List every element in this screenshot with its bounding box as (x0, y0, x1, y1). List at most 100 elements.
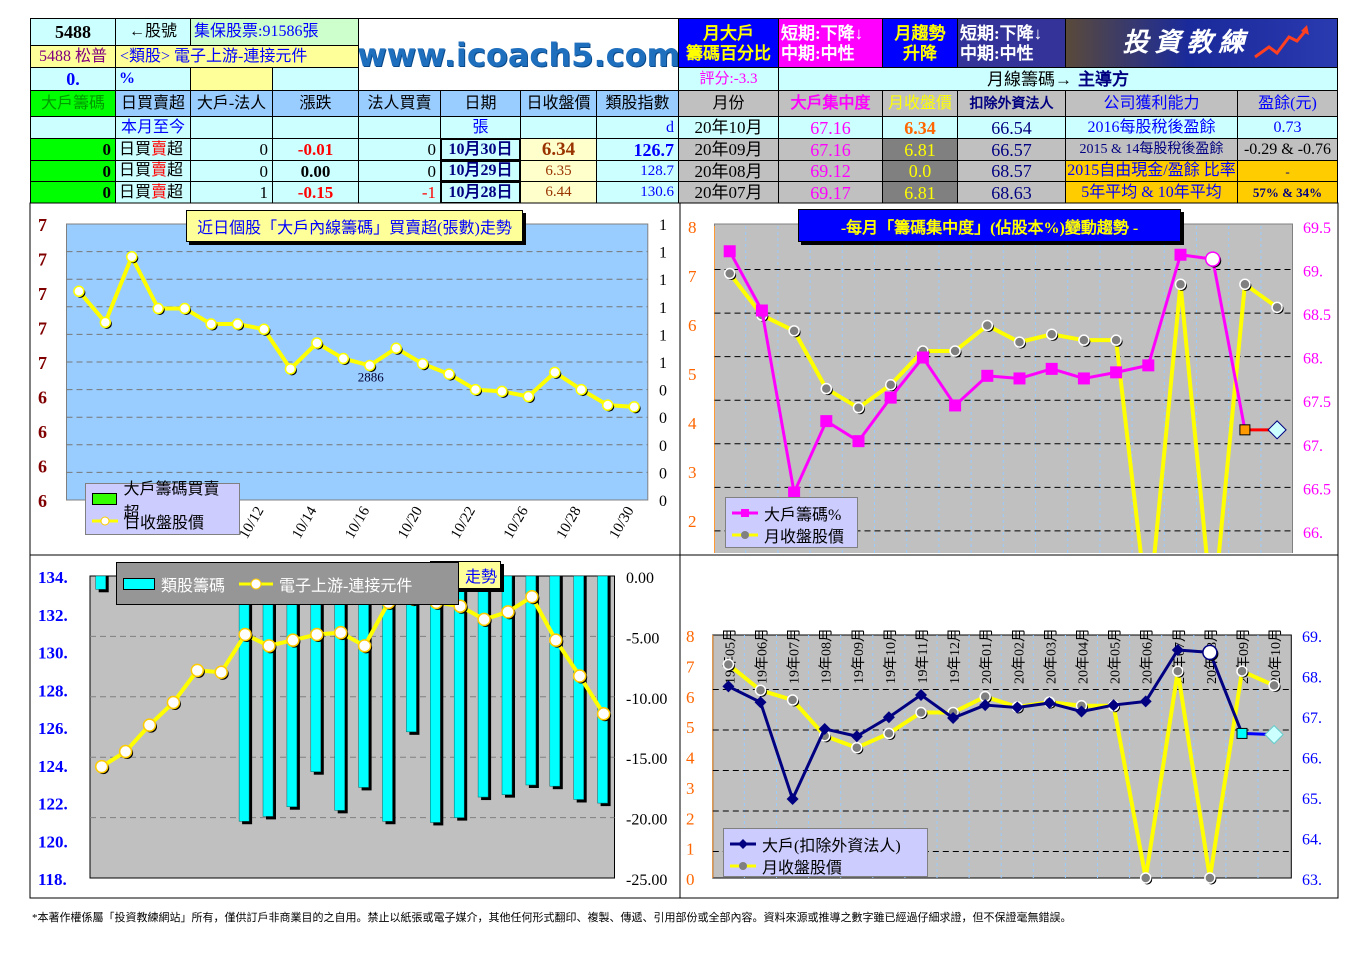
left-axis-tick: 7 (38, 215, 47, 235)
line-swatch-icon (732, 509, 758, 517)
holder-point (1139, 695, 1152, 708)
monthly-chip-label: 月線籌碼→ (987, 69, 1072, 89)
right-axis-tick: 1 (659, 355, 667, 372)
left-axis-tick: 132. (38, 606, 68, 625)
left-axis-tick: 3 (688, 463, 697, 482)
price-point (754, 684, 767, 697)
left-axis-tick: 6 (38, 457, 47, 477)
sector-chip-bar (573, 575, 584, 800)
label-part: 超 (167, 183, 184, 201)
holder-point (786, 793, 799, 806)
price-point (363, 359, 376, 372)
concentration-point (788, 486, 801, 499)
left-axis-tick: 134. (38, 568, 68, 587)
left-axis-tick: 124. (38, 757, 68, 776)
label-part: 賣 (151, 140, 168, 158)
price-change: -0.15 (272, 181, 359, 204)
brand-banner: 投資教練 (1065, 18, 1338, 68)
left-axis-tick: 7 (686, 657, 695, 676)
monthly-close-cell: 6.81 (882, 181, 958, 204)
title-line: 月大戶 (703, 23, 754, 43)
left-axis-tick: 6 (38, 388, 47, 408)
right-axis-tick: 1 (659, 300, 667, 317)
profit-value: -0.29 & -0.76 (1237, 138, 1338, 161)
left-axis-tick: 7 (38, 250, 47, 270)
bar-swatch-icon (92, 493, 118, 505)
concentration-point (916, 351, 929, 364)
left-axis-tick: 126. (38, 719, 68, 738)
col-header-big-holders: 大戶籌碼 (30, 90, 116, 117)
holder-point (1043, 697, 1056, 710)
price-point (852, 402, 865, 414)
concentration-point (1077, 372, 1090, 385)
price-point (1204, 872, 1216, 884)
pct-value: 0. (30, 67, 116, 91)
holder-point (1202, 644, 1218, 661)
right-axis-tick: 0.00 (626, 570, 654, 587)
title-line: 籌碼百分比 (686, 43, 771, 63)
price-point (1236, 665, 1248, 677)
x-axis-tick: 20年04月 (1076, 628, 1092, 684)
bar-swatch-icon (123, 577, 155, 590)
title-line: 月趨勢 (894, 23, 946, 43)
left-axis-tick: 4 (688, 414, 697, 433)
left-axis-tick: 3 (686, 779, 695, 798)
left-axis-tick: 130. (38, 644, 68, 663)
price-point (231, 318, 244, 330)
left-axis-tick: 7 (38, 319, 47, 339)
sector-chip-bar (597, 575, 608, 804)
concentration-point (755, 304, 768, 317)
holder-point (947, 712, 960, 725)
legend-label: 月收盤股價 (764, 529, 845, 546)
left-axis-tick: 2 (686, 809, 695, 828)
right-axis-tick: 0 (659, 493, 667, 510)
left-axis-tick: 6 (688, 316, 697, 335)
site-logo[interactable]: www.icoach5.com (358, 18, 679, 91)
price-point (311, 337, 323, 349)
concentration-point (1239, 424, 1251, 436)
right-axis-tick: 69. (1303, 264, 1323, 281)
index-point (501, 605, 515, 619)
left-axis-tick: 7 (688, 267, 697, 286)
x-axis-tick: 19年09月 (851, 628, 867, 684)
holder-point (979, 699, 992, 712)
index-point (286, 633, 300, 647)
label-part: 日買 (119, 183, 152, 201)
sector-chip-bar (430, 575, 441, 823)
sector-chip-bar (477, 575, 489, 798)
price-point (152, 302, 164, 315)
right-axis-tick: 0 (659, 465, 667, 482)
left-axis-tick: 4 (686, 749, 695, 768)
concentration-point (723, 245, 736, 258)
price-line (77, 254, 635, 409)
right-axis-tick: 0 (659, 383, 667, 400)
price-point (469, 383, 482, 396)
price-point (205, 318, 217, 330)
index-point (166, 695, 181, 710)
title-line: 升降 (903, 43, 937, 63)
holder-point (818, 722, 831, 735)
right-axis-tick: 65. (1302, 791, 1322, 808)
right-axis-tick: -20.00 (626, 812, 667, 829)
left-axis-tick: 128. (38, 681, 68, 700)
index-point (190, 663, 205, 678)
col-header-excl-foreign: 扣除外資法人 (957, 90, 1066, 117)
sector-index: 130.6 (596, 181, 679, 204)
price-point (1268, 679, 1280, 692)
profit-label: 2015自由現金/盈餘 比率 (1065, 160, 1238, 182)
right-axis-tick: -10.00 (626, 691, 667, 708)
x-axis-tick: 19年06月 (755, 628, 771, 684)
legend-label: 大戶籌碼買賣超 (123, 481, 220, 522)
legend-item: 大戶(扣除外資法人) (730, 833, 921, 855)
index-point (94, 759, 109, 774)
legend-label: 月收盤股價 (762, 860, 843, 877)
chart3-sector-chips: 0.00 -5.00 -10.00 -15.00 -20.00 -25.00 134. 132… (38, 568, 667, 889)
legend-item: 大戶籌碼買賣超 (92, 481, 233, 522)
right-axis-tick: -5.00 (626, 630, 659, 647)
index-point (572, 669, 587, 683)
right-axis-tick: 0 (659, 438, 667, 455)
legend-item: 類股籌碼 (123, 573, 225, 595)
index-point (262, 639, 276, 653)
holder-point (754, 696, 767, 709)
